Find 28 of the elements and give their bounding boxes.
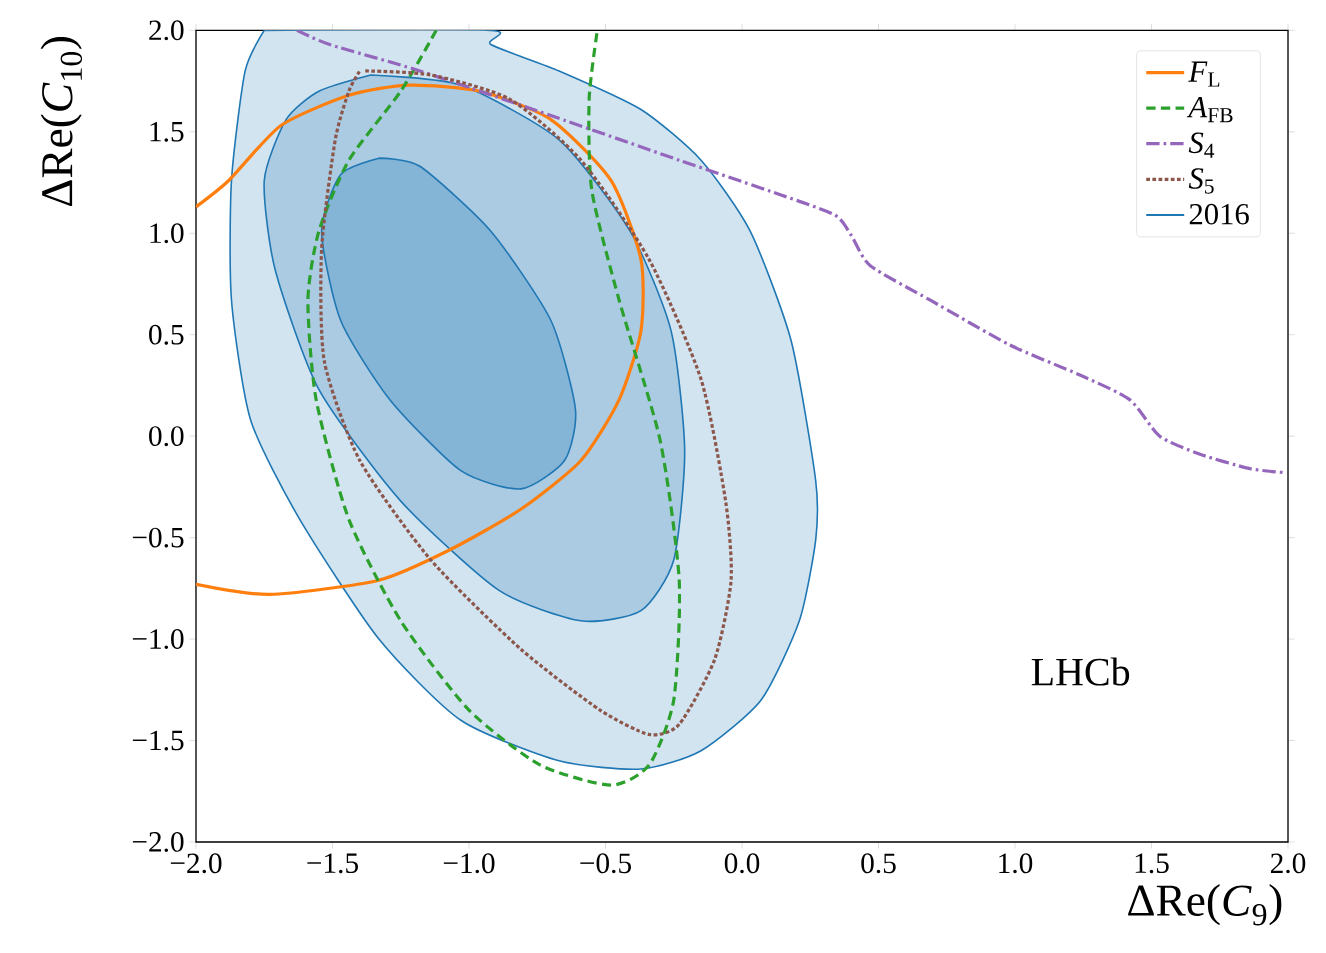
y-tick-label: 2.0 bbox=[149, 20, 184, 41]
y-tick-label: 0.0 bbox=[149, 426, 184, 447]
x-tick-label: 2.0 bbox=[1270, 853, 1306, 874]
x-tick-label: −1.0 bbox=[443, 853, 495, 874]
y-tick-label: −1.5 bbox=[132, 730, 184, 751]
x-tick-label: 0.0 bbox=[724, 853, 760, 874]
y-tick-label: −2.0 bbox=[132, 832, 184, 852]
line-series bbox=[319, 69, 733, 737]
y-tick-label: −1.0 bbox=[132, 629, 184, 650]
x-tick-label: 0.5 bbox=[861, 853, 896, 874]
x-tick-label: 1.5 bbox=[1135, 853, 1169, 874]
legend-label: F$_{L}$ bbox=[1188, 61, 1220, 87]
legend-label: S$_{4}$ bbox=[1188, 132, 1215, 158]
x-axis-title: ΔRe(C$_{9}$) bbox=[1128, 884, 1282, 926]
x-tick-label: −2.0 bbox=[170, 853, 222, 874]
y-axis-title: ΔRe(C$_{10}$) bbox=[40, 37, 83, 207]
y-tick-label: 0.5 bbox=[149, 324, 184, 345]
legend-label: S$_{5}$ bbox=[1188, 168, 1214, 194]
y-tick-label: −0.5 bbox=[132, 527, 184, 548]
x-tick-label: −0.5 bbox=[580, 853, 631, 874]
legend-label: 2016 bbox=[1189, 203, 1249, 225]
y-tick-label: 1.5 bbox=[150, 121, 184, 142]
line-series bbox=[306, 30, 682, 787]
legend-label: A$_{FB}$ bbox=[1186, 96, 1233, 123]
annotation: LHCb bbox=[1031, 657, 1130, 686]
x-tick-label: 1.0 bbox=[999, 853, 1033, 874]
y-tick-label: 1.0 bbox=[150, 223, 184, 244]
x-tick-label: −1.5 bbox=[307, 853, 358, 874]
